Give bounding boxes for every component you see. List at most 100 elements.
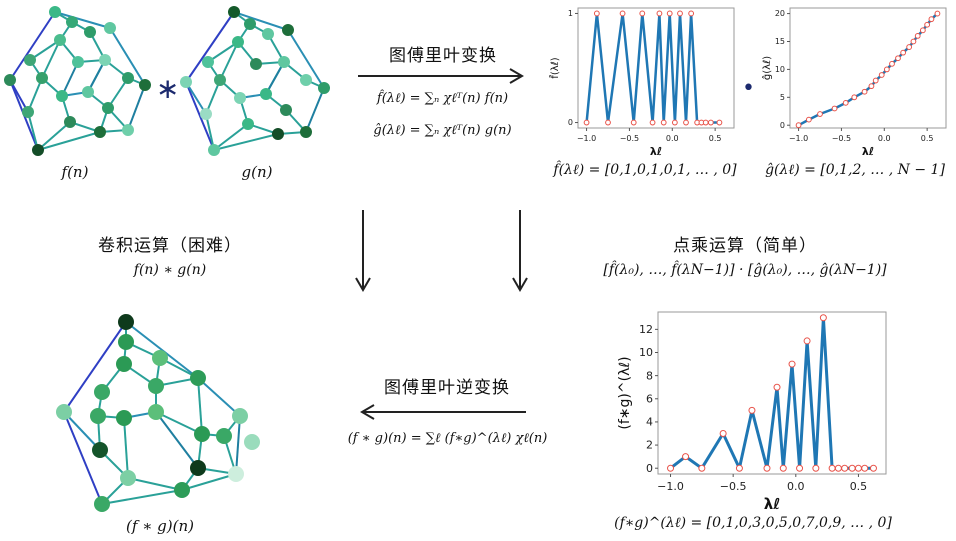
data-point [900, 49, 907, 56]
y-tick-label: 15 [775, 37, 785, 46]
forward-eq-g: ĝ(λℓ) = ∑ₙ χℓᵀ(n) g(n) [373, 123, 512, 138]
data-point [924, 21, 931, 28]
plot-area [657, 311, 887, 475]
y-axis-label: ĝ(λℓ) [761, 56, 773, 80]
data-point [702, 119, 709, 126]
data-point [848, 464, 856, 472]
down-arrow-left [355, 210, 371, 292]
inverse-eq: (f ∗ g)(n) = ∑ℓ (f∗g)^(λℓ) χℓ(n) [347, 431, 548, 446]
pointwise-title: 点乘运算（简单） [673, 236, 817, 256]
data-point [788, 360, 796, 368]
data-point [677, 10, 683, 17]
inverse-transform-title: 图傅里叶逆变换 [384, 378, 510, 398]
x-tick-label: 0.0 [878, 134, 891, 143]
data-point [819, 314, 827, 322]
x-axis-label: λℓ [650, 145, 662, 158]
x-tick-label: 0.5 [921, 134, 934, 143]
data-point [831, 105, 838, 112]
x-tick-label: 0.5 [709, 134, 722, 143]
y-tick-label: 1 [568, 9, 573, 18]
x-tick-label: −0.5 [720, 480, 747, 493]
data-point [630, 119, 637, 126]
x-tick-label: −1.0 [657, 480, 684, 493]
plot-g-hat: −1.0 −0.5 0.0 0.5 0 5 10 15 20 λℓ ĝ(λℓ) [761, 7, 947, 158]
y-tick-label: 10 [639, 346, 653, 359]
data-point [656, 10, 663, 17]
forward-eq-f: f̂(λℓ) = ∑ₙ χℓᵀ(n) f(n) [376, 91, 509, 106]
data-point [889, 60, 895, 67]
x-tick-label: 0.0 [666, 134, 679, 143]
forward-transform-title: 图傅里叶变换 [389, 46, 497, 66]
plot-fg-hat: −1.0 −0.5 0.0 0.5 0 2 4 6 8 10 12 λℓ (f∗g)^(λℓ) [617, 311, 887, 512]
x-tick-label: 0.5 [850, 480, 868, 493]
y-tick-label: 4 [646, 416, 653, 429]
data-point [803, 337, 811, 345]
x-tick-label: 0.0 [787, 480, 805, 493]
y-axis-label: f̂(λℓ) [548, 57, 561, 78]
data-point [828, 464, 836, 472]
caption-f: f(n) [61, 163, 89, 181]
data-point [851, 94, 858, 101]
data-point [812, 464, 820, 472]
data-point [707, 119, 714, 126]
data-point [735, 464, 743, 472]
data-point [834, 464, 842, 472]
data-point [583, 119, 590, 126]
data-point [639, 10, 646, 17]
plot-f-hat: −1.0 −0.5 0.0 0.5 0 1 λℓ f̂(λℓ) [548, 7, 735, 158]
x-tick-label: −0.5 [620, 134, 639, 143]
data-point [779, 464, 787, 472]
data-point [869, 464, 877, 472]
x-tick-label: −1.0 [577, 134, 596, 143]
data-point [854, 464, 862, 472]
graph-f-nodes [4, 6, 151, 156]
data-point [805, 116, 812, 123]
data-point [682, 453, 690, 461]
plot-fg-hat-caption: (f∗g)^(λℓ) = [0,1,0,3,0,5,0,7,0,9, … , 0… [614, 515, 892, 531]
down-arrow-right [512, 210, 528, 292]
pointwise-expr: [f̂(λ₀), …, f̂(λN−1)] · [ĝ(λ₀), …, ĝ(λN−… [603, 262, 887, 278]
y-tick-label: 0 [646, 462, 653, 475]
data-point [934, 10, 941, 17]
data-point [667, 464, 675, 472]
y-tick-label: 10 [775, 65, 785, 74]
data-point [698, 464, 706, 472]
data-point [914, 33, 921, 39]
data-point [872, 77, 879, 84]
data-point [748, 406, 756, 414]
data-point [842, 99, 849, 106]
plot-g-hat-caption: ĝ(λℓ) = [0,1,2, … , N − 1] [765, 162, 945, 178]
data-point [763, 464, 771, 472]
data-point [883, 66, 890, 73]
data-point [861, 88, 868, 95]
data-point [906, 44, 913, 50]
x-axis-label: λℓ [862, 145, 874, 158]
y-tick-label: 8 [646, 369, 653, 382]
data-point [817, 111, 823, 117]
forward-transform-arrow [358, 68, 524, 84]
data-point [878, 72, 885, 78]
inverse-transform-arrow [360, 404, 526, 420]
caption-g: g(n) [241, 163, 273, 181]
convolution-expr: f(n) ∗ g(n) [133, 262, 207, 278]
data-point [666, 10, 673, 17]
y-tick-label: 20 [775, 9, 785, 18]
data-point [919, 27, 926, 34]
data-point [605, 119, 611, 126]
data-point [671, 119, 678, 126]
graph-result [56, 314, 260, 512]
graph-g-nodes [180, 6, 330, 156]
x-tick-label: −1.0 [789, 134, 808, 143]
y-tick-label: 12 [639, 323, 653, 336]
graph-f [4, 6, 151, 156]
y-tick-label: 5 [780, 93, 785, 102]
data-point [795, 122, 802, 129]
convolution-symbol: ∗ [156, 72, 180, 105]
x-tick-label: −0.5 [832, 134, 851, 143]
data-point [841, 464, 849, 472]
y-axis-label: (f∗g)^(λℓ) [617, 356, 633, 429]
y-tick-label: 0 [568, 118, 573, 127]
data-point [928, 16, 935, 23]
data-point [649, 119, 656, 126]
graph-g [180, 6, 330, 156]
